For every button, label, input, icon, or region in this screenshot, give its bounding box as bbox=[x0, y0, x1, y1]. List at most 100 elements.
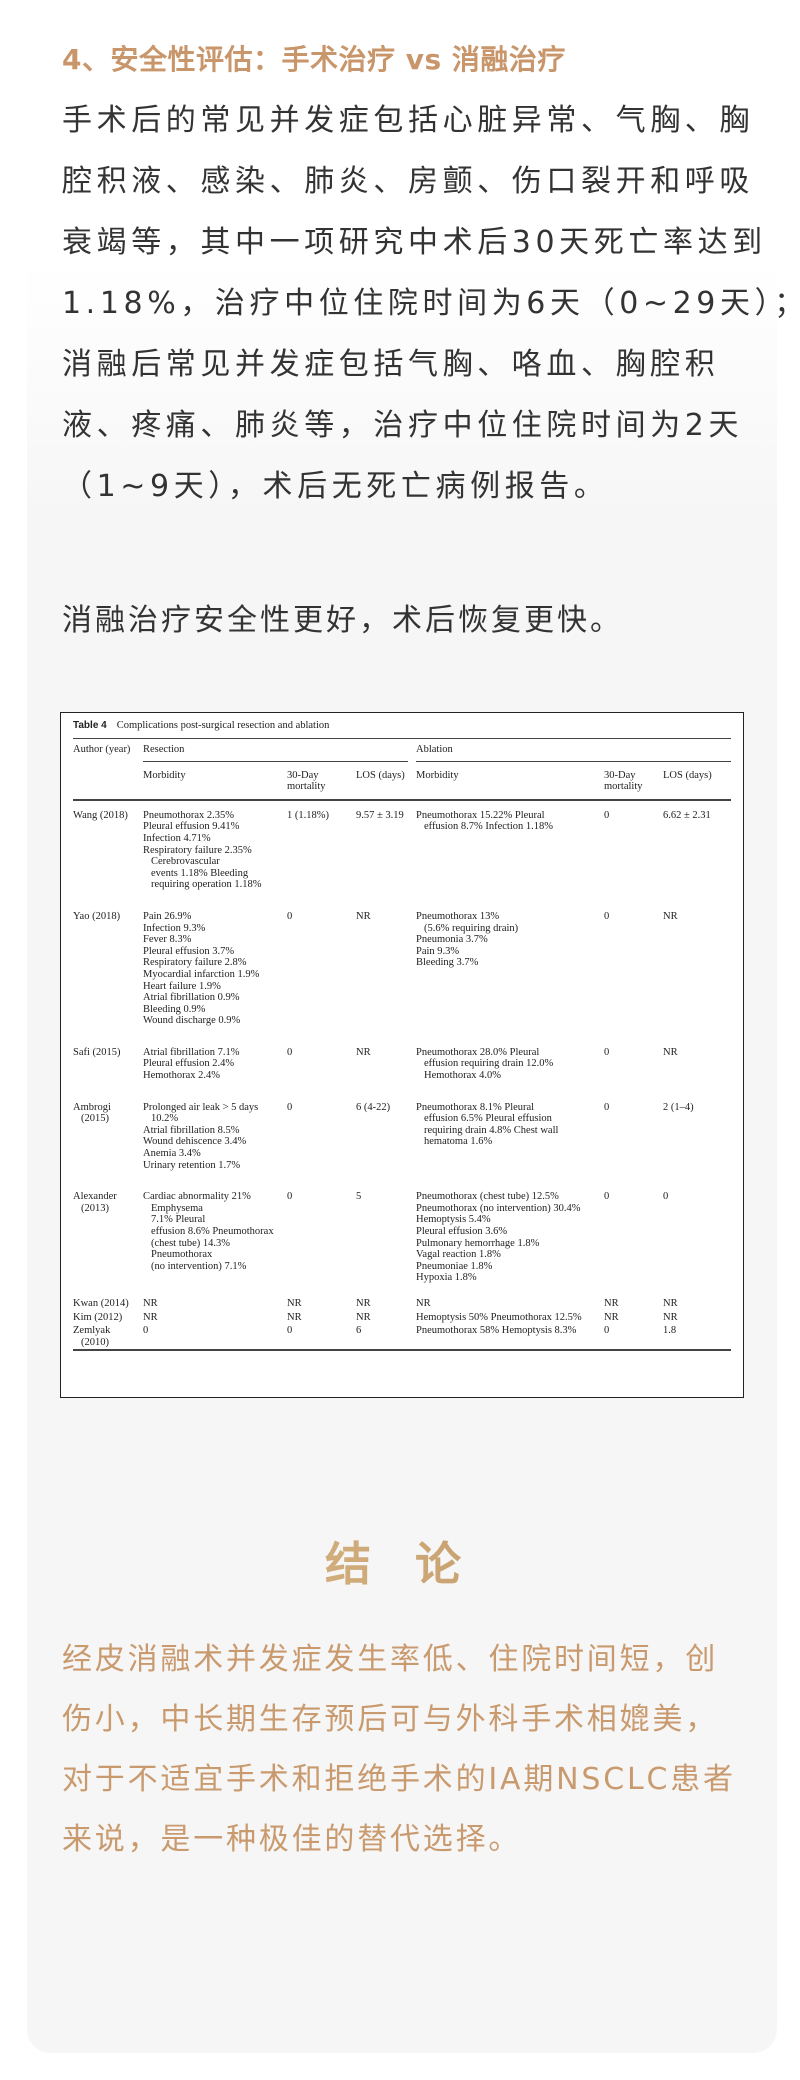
morbidity-line: Infection 9.3% bbox=[143, 922, 206, 934]
morbidity-line: Vagal reaction 1.8% bbox=[416, 1249, 501, 1261]
header-res-los: LOS (days) bbox=[356, 764, 416, 801]
morbidity-line: Pneumothorax 2.35% bbox=[143, 809, 234, 821]
author-line: Wang (2018) bbox=[73, 809, 128, 821]
morbidity-line: requiring operation 1.18% bbox=[151, 879, 262, 891]
morbidity-line: (chest tube) 14.3% bbox=[151, 1237, 231, 1249]
cell-resection-morbidity: Atrial fibrillation 7.1% Pleural effusion… bbox=[143, 1037, 287, 1092]
morbidity-line: NR bbox=[416, 1297, 431, 1309]
table-row: Alexander (2013) Cardiac abnormality 21% Em… bbox=[73, 1181, 731, 1298]
cell-ablation-mortality: 0 bbox=[604, 910, 610, 922]
cell-resection-mortality: 1 (1.18%) bbox=[287, 809, 329, 821]
cell-ablation-morbidity: Hemoptysis 50% Pneumothorax 12.5% bbox=[416, 1311, 604, 1325]
cell-ablation-los: 2 (1–4) bbox=[663, 1101, 694, 1113]
cell-author: Yao (2018) bbox=[73, 901, 143, 1037]
header-res-morbidity: Morbidity bbox=[143, 764, 287, 801]
morbidity-line: effusion 8.7% Infection 1.18% bbox=[424, 821, 553, 833]
cell-ablation-morbidity: NR bbox=[416, 1298, 604, 1311]
conclusion-line: 对于不适宜手术和拒绝手术的IA期NSCLC患者 bbox=[62, 1762, 736, 1797]
cell-resection-mortality: NR bbox=[287, 1297, 302, 1309]
cell-resection-mortality: 0 bbox=[287, 1191, 293, 1203]
table-row: Ambrogi (2015) Prolonged air leak > 5 days… bbox=[73, 1092, 731, 1182]
header-ablation: Ablation bbox=[416, 737, 731, 765]
author-line: Zemlyak bbox=[73, 1325, 111, 1337]
conclusion-line: 来说，是一种极佳的替代选择。 bbox=[62, 1822, 522, 1857]
table-row: Kwan (2014) NR NR NR NR NR NR bbox=[73, 1298, 731, 1311]
morbidity-line: Pneumothorax 58% Hemoptysis 8.3% bbox=[416, 1325, 577, 1337]
morbidity-line: Atrial fibrillation 0.9% bbox=[143, 992, 240, 1004]
cell-resection-mortality: 0 bbox=[287, 1101, 293, 1113]
morbidity-line: 10.2% bbox=[151, 1113, 179, 1125]
morbidity-line: Bleeding 0.9% bbox=[143, 1003, 206, 1015]
conclusion-title: 结 论 bbox=[0, 1528, 800, 1594]
author-line: (2010) bbox=[81, 1336, 109, 1348]
cell-ablation-mortality: 0 bbox=[604, 1101, 610, 1113]
morbidity-line: Fever 8.3% bbox=[143, 934, 192, 946]
morbidity-line: Pneumoniae 1.8% bbox=[416, 1260, 493, 1272]
cell-resection-morbidity: NR bbox=[143, 1298, 287, 1311]
cell-resection-los: 6 bbox=[356, 1324, 416, 1352]
cell-ablation-morbidity: Pneumothorax 13% (5.6% requiring drain) Pn… bbox=[416, 901, 604, 1037]
morbidity-line: Atrial fibrillation 7.1% bbox=[143, 1046, 240, 1058]
morbidity-line: Wound dehiscence 3.4% bbox=[143, 1136, 247, 1148]
cell-author: Alexander (2013) bbox=[73, 1181, 143, 1298]
conclusion-line: 伤小，中长期生存预后可与外科手术相媲美， bbox=[62, 1702, 718, 1737]
cell-ablation-morbidity: Pneumothorax 58% Hemoptysis 8.3% bbox=[416, 1324, 604, 1352]
morbidity-line: Myocardial infarction 1.9% bbox=[143, 968, 260, 980]
table-row: Safi (2015) Atrial fibrillation 7.1% Pleur… bbox=[73, 1037, 731, 1092]
table-caption: Table 4 Complications post-surgical resec… bbox=[73, 720, 329, 731]
complications-table: Author (year) Resection Ablation Morbidi… bbox=[73, 737, 731, 1352]
header-author: Author (year) bbox=[73, 737, 143, 765]
body-line: 1.18%，治疗中位住院时间为6天（0~29天）； bbox=[62, 286, 800, 321]
cell-ablation-los: 0 bbox=[663, 1191, 669, 1203]
body-line: （1~9天），术后无死亡病例报告。 bbox=[62, 469, 609, 504]
morbidity-line: Pain 26.9% bbox=[143, 910, 192, 922]
table-row: Yao (2018) Pain 26.9% Infection 9.3% Fever … bbox=[73, 901, 731, 1037]
header-abl-mortality: 30-Day mortality bbox=[604, 764, 663, 801]
morbidity-line: NR bbox=[143, 1311, 158, 1323]
morbidity-line: requiring drain 4.8% Chest wall bbox=[424, 1124, 559, 1136]
cell-ablation-mortality: 0 bbox=[604, 1324, 663, 1352]
header-resection: Resection bbox=[143, 737, 416, 765]
morbidity-line: Hemoptysis 5.4% bbox=[416, 1214, 491, 1226]
morbidity-line: Pneumothorax 28.0% Pleural bbox=[416, 1046, 540, 1058]
cell-resection-morbidity: 0 bbox=[143, 1324, 287, 1352]
morbidity-line: Pleural effusion 2.4% bbox=[143, 1058, 235, 1070]
author-line: (2015) bbox=[81, 1113, 109, 1125]
author-line: Kim (2012) bbox=[73, 1311, 123, 1323]
section-body: 手术后的常见并发症包括心脏异常、气胸、胸 腔积液、感染、肺炎、房颤、伤口裂开和呼吸… bbox=[62, 90, 800, 517]
morbidity-line: Pleural effusion 9.41% bbox=[143, 821, 240, 833]
morbidity-line: effusion 8.6% Pneumothorax bbox=[151, 1226, 274, 1237]
morbidity-line: Cardiac abnormality 21% bbox=[143, 1191, 251, 1203]
cell-ablation-morbidity: Pneumothorax 15.22% Pleural effusion 8.7%… bbox=[416, 800, 604, 901]
morbidity-line: Hemoptysis 50% Pneumothorax 12.5% bbox=[416, 1311, 582, 1323]
morbidity-line: Infection 4.71% bbox=[143, 832, 211, 844]
cell-ablation-los: NR bbox=[663, 1297, 678, 1309]
conclusion-body: 经皮消融术并发症发生率低、住院时间短，创 伤小，中长期生存预后可与外科手术相媲美，… bbox=[62, 1630, 736, 1870]
cell-resection-los: 5 bbox=[356, 1191, 362, 1203]
cell-ablation-mortality: NR bbox=[604, 1297, 619, 1309]
table-caption-text: Complications post-surgical resection an… bbox=[116, 720, 330, 731]
cell-resection-los: NR bbox=[356, 1046, 371, 1058]
morbidity-line: Bleeding 3.7% bbox=[416, 957, 479, 969]
cell-author: Zemlyak (2010) bbox=[73, 1324, 143, 1352]
morbidity-line: Wound discharge 0.9% bbox=[143, 1015, 241, 1027]
morbidity-line: Pleural effusion 3.7% bbox=[143, 945, 235, 957]
morbidity-line: Pleural effusion 3.6% bbox=[416, 1226, 508, 1237]
cell-resection-mortality: NR bbox=[287, 1311, 302, 1323]
cell-resection-morbidity: Pneumothorax 2.35% Pleural effusion 9.41%… bbox=[143, 800, 287, 901]
morbidity-line: Hemothorax 4.0% bbox=[424, 1070, 501, 1082]
body-line: 液、疼痛、肺炎等，治疗中位住院时间为2天 bbox=[62, 408, 744, 443]
body-line: 腔积液、感染、肺炎、房颤、伤口裂开和呼吸 bbox=[62, 164, 754, 199]
cell-resection-morbidity: Prolonged air leak > 5 days 10.2% Atrial f… bbox=[143, 1092, 287, 1182]
cell-resection-morbidity: Cardiac abnormality 21% Emphysema 7.1% Ple… bbox=[143, 1181, 287, 1298]
morbidity-line: Prolonged air leak > 5 days bbox=[143, 1101, 259, 1113]
morbidity-line: Pulmonary hemorrhage 1.8% bbox=[416, 1237, 540, 1249]
author-line: Yao (2018) bbox=[73, 910, 121, 922]
morbidity-line: Pneumothorax bbox=[151, 1249, 213, 1261]
author-line: Safi (2015) bbox=[73, 1046, 121, 1058]
morbidity-line: effusion requiring drain 12.0% bbox=[424, 1058, 554, 1070]
table-header-row: Morbidity 30-Day mortality LOS (days) Mor… bbox=[73, 764, 731, 801]
morbidity-line: Pain 9.3% bbox=[416, 945, 460, 957]
header-res-mortality: 30-Day mortality bbox=[287, 764, 356, 801]
cell-resection-morbidity: NR bbox=[143, 1311, 287, 1325]
